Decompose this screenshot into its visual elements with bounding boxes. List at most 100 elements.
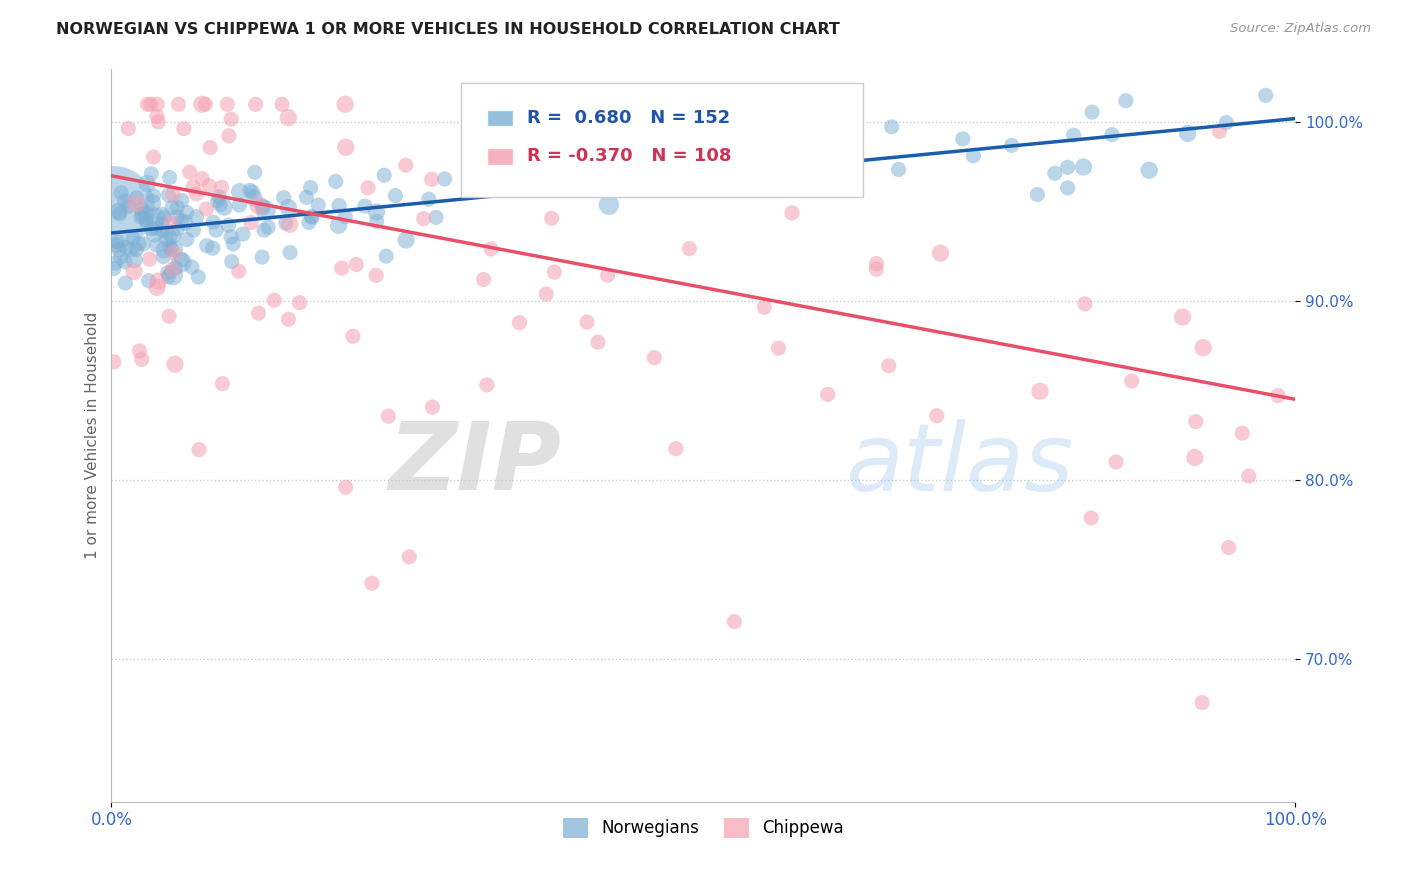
Point (138, 274, 160, 288)
Point (412, 211, 434, 226)
Point (163, 357, 186, 371)
Point (242, 185, 264, 199)
Point (536, 287, 558, 301)
Point (817, 387, 839, 401)
Point (115, 240, 138, 254)
Point (780, 153, 803, 167)
Point (148, 274, 170, 288)
Text: ZIP: ZIP (388, 418, 561, 510)
Point (575, 315, 598, 329)
Point (295, 190, 318, 204)
Point (1192, 341, 1215, 355)
Point (245, 97, 267, 112)
Point (232, 227, 254, 241)
Point (145, 221, 167, 235)
FancyBboxPatch shape (461, 83, 863, 197)
Point (278, 245, 301, 260)
Point (418, 192, 440, 206)
Point (131, 202, 153, 217)
Point (395, 158, 418, 172)
Point (247, 306, 270, 320)
Point (107, 204, 129, 219)
Point (191, 171, 214, 186)
Point (110, 186, 132, 200)
Point (1215, 115, 1237, 129)
Point (117, 121, 139, 136)
Point (211, 376, 233, 391)
Point (253, 223, 276, 237)
Point (122, 252, 145, 267)
Point (263, 293, 285, 308)
Point (105, 238, 128, 252)
Point (240, 215, 263, 229)
Point (328, 219, 350, 233)
Point (1056, 181, 1078, 195)
Point (131, 352, 153, 367)
Point (156, 266, 179, 280)
Point (328, 198, 350, 212)
Point (146, 97, 169, 112)
Point (665, 442, 688, 456)
Point (1267, 388, 1289, 402)
Point (952, 132, 974, 146)
Point (163, 242, 186, 256)
Point (606, 130, 628, 145)
Point (166, 221, 188, 235)
Point (277, 201, 299, 215)
Text: NORWEGIAN VS CHIPPEWA 1 OR MORE VEHICLES IN HOUSEHOLD CORRELATION CHART: NORWEGIAN VS CHIPPEWA 1 OR MORE VEHICLES… (56, 22, 841, 37)
Point (596, 268, 619, 283)
Point (186, 186, 208, 201)
Point (479, 242, 502, 256)
Point (207, 194, 229, 208)
Point (243, 191, 266, 205)
Point (887, 162, 910, 177)
Point (108, 243, 131, 257)
Point (929, 246, 952, 260)
Point (153, 211, 176, 225)
Point (716, 97, 738, 112)
Point (163, 246, 186, 260)
Point (143, 211, 166, 225)
Point (433, 172, 456, 186)
Y-axis label: 1 or more Vehicles in Household: 1 or more Vehicles in Household (86, 311, 100, 558)
Point (160, 216, 183, 230)
Point (877, 359, 900, 373)
Point (179, 165, 201, 179)
Point (925, 409, 948, 423)
Point (142, 195, 165, 210)
Point (962, 149, 984, 163)
Point (273, 191, 295, 205)
Point (218, 128, 240, 143)
Point (142, 188, 165, 202)
Point (114, 194, 136, 209)
FancyBboxPatch shape (486, 148, 513, 164)
Point (219, 229, 242, 244)
Point (139, 97, 162, 112)
Point (780, 206, 803, 220)
Point (354, 199, 377, 213)
Point (335, 140, 357, 154)
Point (1080, 511, 1102, 525)
Point (125, 243, 148, 257)
Point (170, 194, 193, 208)
Point (880, 120, 903, 134)
Point (508, 316, 530, 330)
Point (527, 134, 550, 148)
Point (176, 233, 198, 247)
Point (1137, 163, 1160, 178)
Point (219, 112, 242, 126)
Point (222, 236, 245, 251)
Point (128, 343, 150, 358)
Point (723, 615, 745, 629)
Point (212, 200, 235, 214)
Point (159, 240, 181, 254)
Point (1056, 161, 1078, 175)
Point (361, 576, 384, 591)
Legend: Norwegians, Chippewa: Norwegians, Chippewa (555, 811, 851, 845)
Point (157, 188, 180, 202)
Point (252, 199, 274, 213)
Point (247, 198, 270, 212)
Point (648, 174, 671, 188)
Point (1184, 415, 1206, 429)
Point (146, 238, 169, 252)
